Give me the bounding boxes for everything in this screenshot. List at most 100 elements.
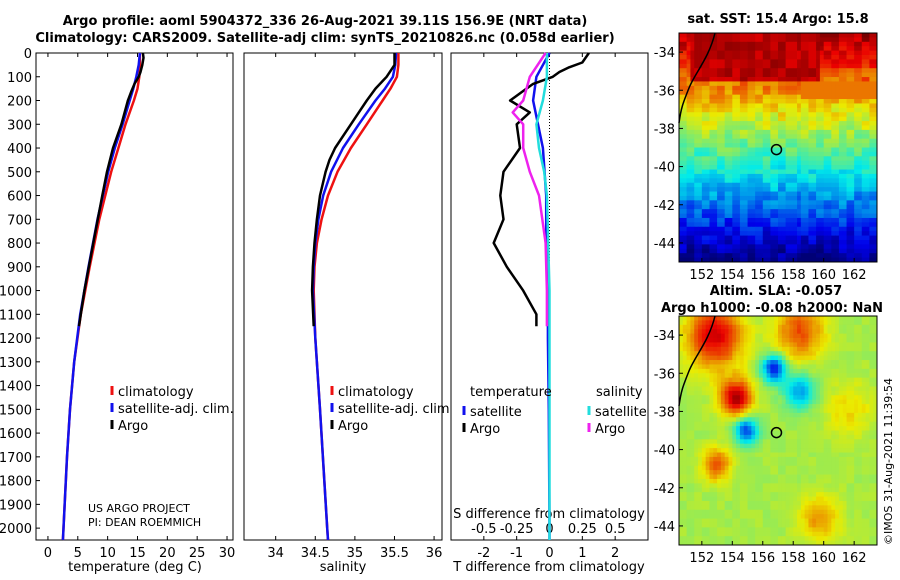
sla-cell	[755, 373, 760, 379]
sla-cell	[724, 461, 729, 467]
sla-cell	[732, 408, 737, 414]
sst-cell	[686, 213, 691, 219]
sst-cell	[743, 59, 748, 65]
sla-cell	[842, 333, 847, 339]
sla-cell	[751, 474, 756, 480]
sla-cell	[797, 426, 802, 431]
sla-cell	[701, 373, 707, 379]
sst-cell	[717, 231, 722, 236]
sla-cell	[762, 346, 767, 352]
sla-cell	[861, 333, 866, 339]
sst-cell	[720, 134, 726, 140]
sst-cell	[778, 125, 783, 131]
sst-cell	[743, 200, 748, 206]
sst-cell	[747, 138, 752, 144]
sla-cell	[690, 329, 695, 335]
sst-cell	[812, 68, 817, 74]
sst-cell	[713, 200, 718, 206]
sla-cell	[751, 404, 756, 409]
sla-cell	[694, 338, 699, 343]
sst-cell	[736, 94, 741, 100]
sla-cell	[838, 452, 844, 458]
sst-cell	[831, 200, 836, 206]
sst-cell	[682, 248, 688, 254]
sst-cell	[751, 134, 756, 140]
sla-cell	[869, 465, 874, 471]
sst-cell	[743, 134, 748, 140]
sla-cell	[778, 452, 783, 458]
sla-cell	[835, 329, 840, 335]
sst-cell	[739, 107, 745, 113]
sst-cell	[766, 112, 771, 118]
sla-cell	[854, 316, 859, 321]
sst-cell	[682, 200, 688, 206]
sst-cell	[774, 147, 779, 153]
sla-cell	[850, 430, 855, 436]
sst-cell	[842, 77, 847, 82]
sla-cell	[732, 377, 737, 383]
sst-cell	[785, 129, 790, 135]
sla-cell	[842, 320, 847, 326]
sst-cell	[713, 41, 718, 47]
sst-cell	[686, 217, 691, 223]
depth-tick-label: 400	[7, 142, 32, 157]
sst-cell	[869, 169, 874, 175]
sst-cell	[789, 143, 794, 148]
sla-cell	[698, 364, 703, 370]
sst-cell	[846, 231, 851, 236]
sla-cell	[812, 443, 817, 449]
sla-cell	[861, 355, 866, 361]
sla-cell	[743, 461, 748, 467]
sla-cell	[679, 360, 684, 365]
sst-cell	[728, 112, 733, 118]
sla-cell	[720, 456, 726, 462]
sst-cell	[720, 200, 726, 206]
sla-cell	[770, 448, 775, 453]
sst-cell	[808, 204, 813, 210]
sla-cell	[686, 390, 691, 396]
sla-cell	[732, 368, 737, 374]
sst-cell	[838, 50, 844, 56]
sla-cell	[835, 342, 840, 348]
sst-cell	[717, 235, 722, 241]
sst-cell	[850, 50, 855, 56]
sst-cell	[778, 107, 783, 113]
sst-cell	[747, 72, 752, 78]
sla-cell	[694, 404, 699, 409]
sla-cell	[797, 461, 802, 467]
sla-cell	[850, 333, 855, 339]
sla-cell	[827, 417, 832, 423]
sst-cell	[713, 37, 718, 43]
sst-cell	[819, 173, 825, 179]
sst-cell	[808, 125, 813, 131]
sst-cell	[857, 195, 863, 201]
sst-cell	[682, 37, 688, 43]
sst-cell	[774, 213, 779, 219]
sla-cell	[686, 492, 691, 497]
sst-cell	[869, 191, 874, 197]
sst-cell	[831, 151, 836, 157]
sla-cell	[762, 320, 767, 326]
sst-cell	[701, 182, 707, 188]
sst-cell	[758, 138, 764, 144]
sst-cell	[838, 90, 844, 96]
sst-cell	[808, 121, 813, 126]
sst-cell	[785, 138, 790, 144]
sla-cell	[785, 448, 790, 453]
sla-cell	[865, 408, 870, 414]
sst-cell	[732, 129, 737, 135]
sal-line-satelliteadjclim	[311, 52, 398, 541]
sst-cell	[755, 55, 760, 60]
sla-cell	[785, 324, 790, 330]
sla-cell	[732, 364, 737, 370]
sla-cell	[861, 329, 866, 335]
sst-cell	[800, 103, 806, 109]
sla-cell	[720, 492, 726, 497]
sst-cell	[804, 147, 809, 153]
sst-cell	[865, 253, 870, 258]
sla-cell	[827, 329, 832, 335]
sst-cell	[747, 94, 752, 100]
sst-cell	[793, 72, 798, 78]
sla-cell	[743, 408, 748, 414]
sst-cell	[758, 195, 764, 201]
